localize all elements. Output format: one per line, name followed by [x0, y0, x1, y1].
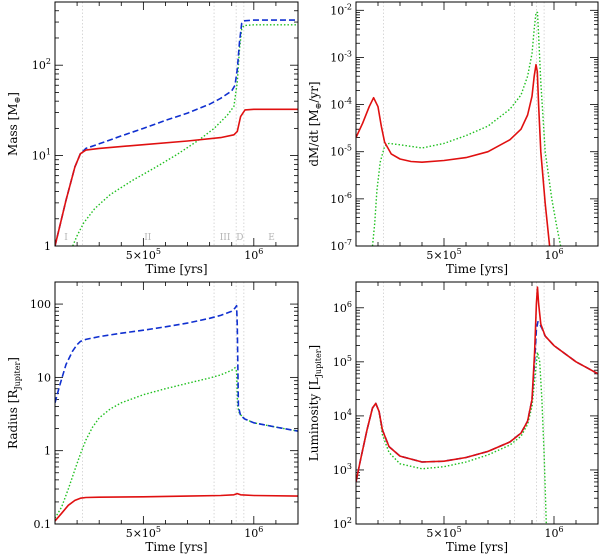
x-tick-label: 106: [244, 247, 263, 262]
panel-luminosity: 5×105 106 102 103 104 105 106 Time [yrs] Luminos…: [307, 281, 599, 554]
phase-label: D: [236, 233, 243, 243]
y-tick-label: 1: [44, 445, 51, 458]
plot-frame: [54, 1, 299, 247]
y-tick-label: 106: [333, 300, 352, 315]
y-axis-label: Radius [RJupiter]: [6, 357, 22, 449]
series-line-core: [55, 108, 298, 246]
series-line-core: [356, 286, 598, 483]
y-axis-label: Mass [M⊕]: [6, 92, 22, 156]
y-tick-label: 104: [333, 408, 352, 423]
series-line-total: [55, 304, 298, 432]
series-line-core: [356, 63, 551, 246]
y-tick-label: 10: [37, 371, 51, 384]
panel-accretion-rate: 5×105 106 10-7 10-6 10-5 10-4 10-3 10-2 Time [yr…: [307, 1, 599, 276]
y-tick-label: 10-5: [330, 144, 352, 159]
y-tick-label: 105: [333, 354, 352, 369]
x-tick-label: 106: [244, 525, 263, 540]
series-line-envelope: [72, 24, 298, 246]
x-axis-label: Time [yrs]: [446, 540, 508, 554]
y-tick-label: 102: [32, 57, 51, 72]
y-tick-label: 10-3: [330, 49, 352, 64]
series-line-total: [55, 19, 298, 246]
y-tick-label: 103: [333, 462, 352, 477]
plot-frame: [355, 281, 599, 525]
y-tick-label: 1: [44, 240, 51, 253]
x-tick-label: 5×105: [426, 247, 461, 262]
y-tick-label: 10-6: [330, 191, 352, 206]
phase-label: III: [220, 233, 231, 243]
series-line-envelope: [371, 11, 562, 246]
plot-frame: [54, 281, 299, 525]
y-axis-label: Luminosity [LJupiter]: [307, 345, 323, 461]
series-line-envelope: [359, 351, 547, 524]
y-tick-label: 10-4: [330, 97, 352, 112]
x-tick-label: 5×105: [126, 525, 161, 540]
x-tick-label: 106: [544, 247, 563, 262]
x-axis-label: Time [yrs]: [145, 540, 207, 554]
y-tick-label: 10-2: [330, 2, 352, 17]
x-tick-label: 5×105: [426, 525, 461, 540]
plot-frame: [355, 1, 599, 247]
phase-label: II: [144, 233, 152, 243]
x-axis-label: Time [yrs]: [145, 262, 207, 276]
x-tick-label: 5×105: [126, 247, 161, 262]
y-tick-label: 102: [333, 516, 352, 531]
phase-label: E: [268, 233, 275, 243]
phase-label: I: [64, 233, 68, 243]
series-line-core: [55, 492, 298, 522]
y-tick-label: 101: [32, 148, 51, 163]
x-axis-label: Time [yrs]: [446, 262, 508, 276]
y-tick-label: 100: [30, 298, 51, 311]
x-tick-label: 106: [544, 525, 563, 540]
series-line-total: [356, 321, 598, 483]
panel-radius: 5×105 106 0.1 1 10 100 Time [yrs] Radius [RJupi…: [6, 281, 299, 554]
y-axis-label: dM/dt [M⊕/yr]: [307, 81, 323, 166]
y-tick-label: 0.1: [34, 518, 52, 531]
y-tick-label: 10-7: [330, 238, 352, 253]
